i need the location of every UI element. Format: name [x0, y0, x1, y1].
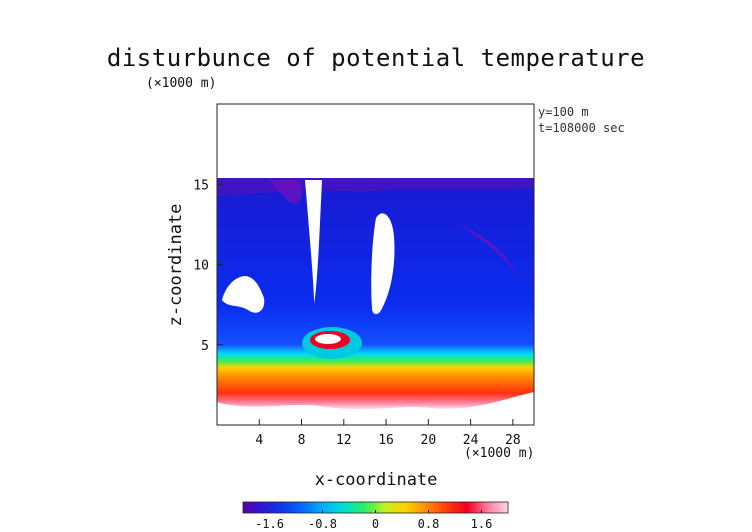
- chart-title: disturbunce of potential temperature: [106, 44, 646, 72]
- colorbar-tick-label: -0.8: [308, 517, 337, 531]
- y-tick-label: 10: [193, 259, 209, 274]
- x-tick-label: 8: [298, 433, 306, 448]
- annotation-t: t=108000 sec: [538, 121, 625, 135]
- annotation-y: y=100 m: [538, 105, 589, 119]
- white-blob-right: [371, 213, 395, 315]
- x-tick-label: 20: [421, 433, 437, 448]
- annotation-block: y=100 m t=108000 sec: [538, 104, 625, 136]
- colorbar-tick-label: 0.8: [418, 517, 440, 531]
- white-blob-left: [222, 276, 265, 313]
- plume-center: [305, 180, 322, 305]
- y-tick-label: 5: [201, 339, 209, 354]
- x-tick-label: 12: [336, 433, 352, 448]
- x-axis-unit: (×1000 m): [464, 446, 535, 461]
- x-tick-label: 4: [255, 433, 263, 448]
- y-tick-label: 15: [193, 178, 209, 193]
- colorbar-tick-label: -1.6: [255, 517, 284, 531]
- colorbar-tick-label: 1.6: [471, 517, 493, 531]
- top-white-region: [217, 104, 534, 178]
- y-ticks-group: 5 10 15: [193, 178, 223, 354]
- x-ticks-group: 4 8 12 16 20 24 28: [255, 419, 521, 448]
- colorbar: -1.6 -0.8 0 0.8 1.6: [242, 501, 509, 531]
- x-tick-label: 28: [505, 433, 521, 448]
- colorbar-tick-label: 0: [372, 517, 379, 531]
- plume-left: [270, 180, 303, 204]
- x-axis-label: x-coordinate: [314, 470, 438, 490]
- y-axis-unit: (×1000 m): [146, 76, 217, 91]
- x-tick-label: 24: [463, 433, 479, 448]
- central-core: [315, 334, 341, 344]
- x-tick-label: 16: [378, 433, 394, 448]
